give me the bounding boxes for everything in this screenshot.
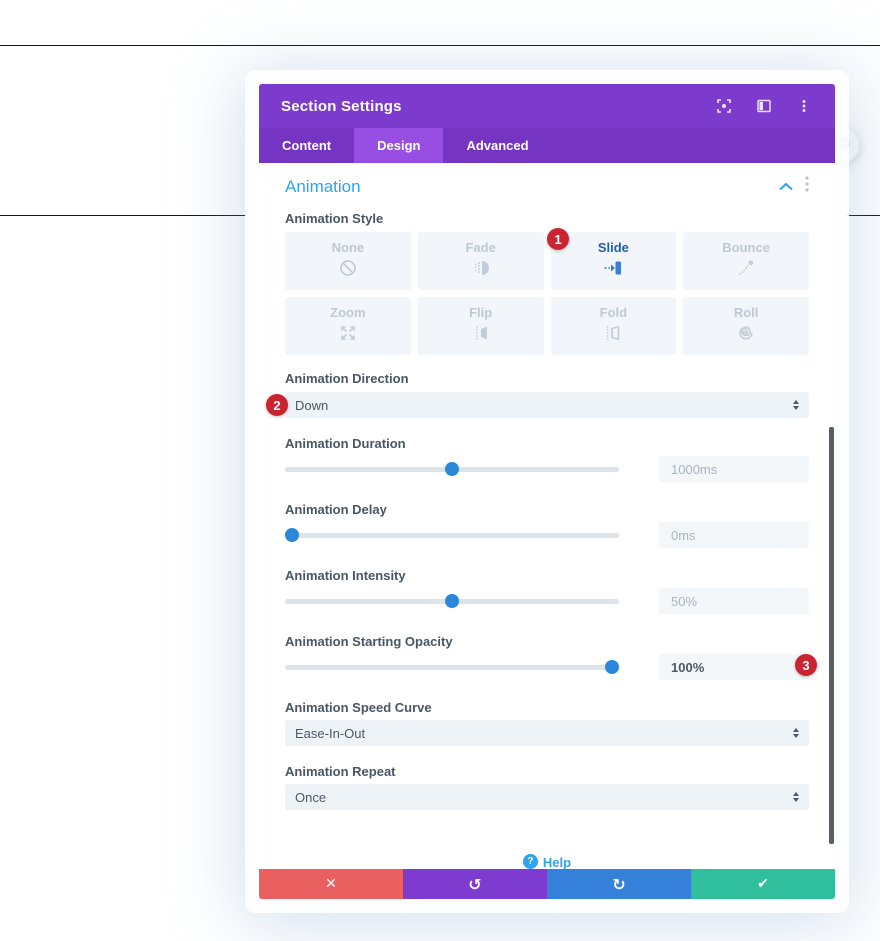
layout-panel-icon[interactable] — [751, 93, 777, 119]
animation-speed-curve-select[interactable]: Ease-In-Out — [285, 720, 809, 746]
help-question-icon: ? — [522, 854, 538, 869]
help-link[interactable]: ? Help — [259, 854, 835, 869]
slider-handle[interactable] — [445, 594, 459, 608]
fade-icon — [471, 258, 491, 283]
modal-header-icons — [711, 93, 817, 119]
animation-starting-opacity-slider[interactable] — [285, 660, 620, 674]
modal-title: Section Settings — [281, 97, 402, 115]
animation-delay-slider[interactable] — [284, 528, 619, 542]
animation-starting-opacity-control — [285, 654, 809, 680]
style-option-slide[interactable]: Slide — [550, 232, 677, 290]
fold-icon — [603, 323, 623, 348]
animation-direction-label: Animation Direction — [285, 371, 409, 386]
annotation-badge-2: 2 — [266, 394, 288, 416]
page-divider-line-left — [0, 215, 247, 216]
animation-duration-label: Animation Duration — [285, 436, 406, 451]
section-settings-modal: Section Settings Content Design Advanced… — [259, 84, 835, 899]
animation-duration-input[interactable] — [659, 456, 809, 482]
animation-delay-label: Animation Delay — [285, 502, 387, 517]
undo-button[interactable]: ↺ — [403, 869, 547, 899]
slider-handle[interactable] — [445, 462, 459, 476]
animation-style-grid: None Fade Slide Bounce Zoom — [285, 232, 809, 355]
slider-handle[interactable] — [605, 660, 620, 674]
slide-icon — [603, 258, 623, 283]
animation-intensity-input[interactable] — [659, 588, 809, 614]
roll-icon — [736, 323, 756, 348]
help-label: Help — [542, 855, 572, 869]
discard-button[interactable]: ✕ — [259, 869, 403, 899]
toggle-kebab-icon[interactable] — [805, 176, 809, 197]
none-icon — [338, 258, 358, 283]
undo-icon: ↺ — [468, 874, 482, 894]
tab-design[interactable]: Design — [354, 128, 444, 163]
animation-intensity-slider[interactable] — [285, 594, 619, 608]
modal-tabs: Content Design Advanced — [259, 128, 835, 163]
select-updown-icon — [793, 792, 799, 802]
page-divider-line-top — [0, 45, 880, 46]
animation-section-title[interactable]: Animation — [285, 176, 361, 196]
animation-intensity-control — [285, 588, 809, 614]
modal-footer: ✕ ↺ ↻ ✔ — [259, 869, 835, 899]
animation-duration-control — [285, 456, 809, 482]
style-option-fold[interactable]: Fold — [550, 297, 677, 355]
annotation-badge-3: 3 — [795, 654, 817, 676]
select-updown-icon — [793, 400, 799, 410]
bounce-icon — [736, 258, 756, 283]
animation-delay-input[interactable] — [659, 522, 809, 548]
tab-advanced[interactable]: Advanced — [466, 138, 529, 153]
modal-body: Animation Animation Style None F — [259, 163, 835, 869]
slider-handle[interactable] — [284, 528, 299, 542]
annotation-badge-1: 1 — [547, 228, 569, 250]
style-option-roll[interactable]: Roll — [683, 297, 809, 355]
animation-delay-control — [284, 522, 809, 548]
check-icon: ✔ — [757, 876, 769, 892]
flip-icon — [471, 323, 491, 348]
snap-expand-icon[interactable] — [711, 93, 737, 119]
redo-button[interactable]: ↻ — [547, 869, 691, 899]
style-option-fade[interactable]: Fade — [417, 232, 544, 290]
close-icon: ✕ — [325, 876, 337, 892]
animation-style-label: Animation Style — [285, 211, 384, 226]
page-divider-line-right — [846, 215, 880, 216]
animation-starting-opacity-input[interactable] — [659, 654, 809, 680]
style-option-none[interactable]: None — [285, 232, 411, 290]
redo-icon: ↻ — [612, 874, 626, 894]
animation-direction-select[interactable]: Down — [285, 392, 809, 418]
style-option-zoom[interactable]: Zoom — [285, 297, 411, 355]
animation-repeat-select[interactable]: Once — [285, 784, 809, 810]
modal-scrollbar[interactable] — [829, 427, 834, 844]
globe-icon — [832, 134, 851, 158]
animation-speed-curve-label: Animation Speed Curve — [285, 700, 432, 715]
style-option-bounce[interactable]: Bounce — [683, 232, 809, 290]
animation-repeat-label: Animation Repeat — [285, 764, 396, 779]
chevron-up-icon[interactable] — [779, 178, 793, 196]
style-option-flip[interactable]: Flip — [417, 297, 544, 355]
zoom-icon — [338, 323, 358, 348]
animation-starting-opacity-label: Animation Starting Opacity — [285, 634, 453, 649]
save-button[interactable]: ✔ — [691, 869, 835, 899]
tab-content[interactable]: Content — [282, 138, 332, 153]
animation-toggle-header[interactable]: Animation — [285, 176, 809, 197]
animation-intensity-label: Animation Intensity — [285, 568, 406, 583]
select-updown-icon — [793, 728, 799, 738]
animation-duration-slider[interactable] — [285, 462, 619, 476]
modal-header[interactable]: Section Settings — [259, 84, 835, 128]
animation-header-icons — [779, 176, 809, 197]
kebab-menu-icon[interactable] — [791, 93, 817, 119]
